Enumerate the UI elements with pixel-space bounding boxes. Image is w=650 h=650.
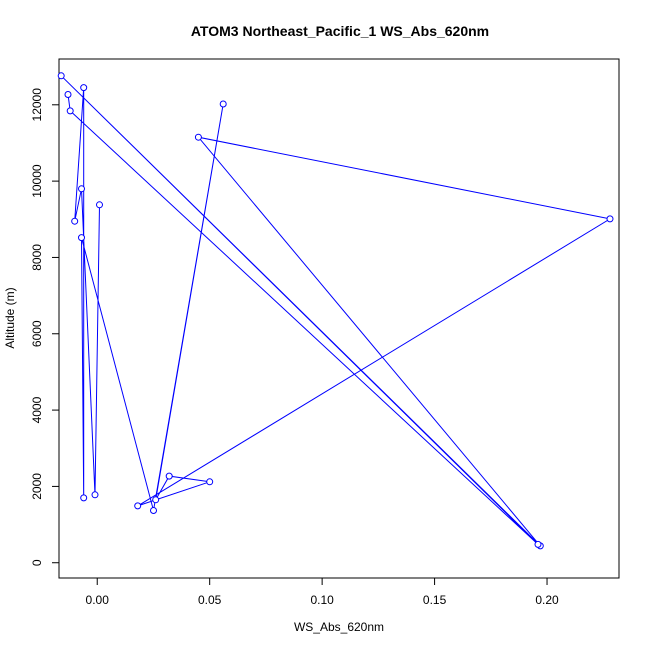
data-point <box>206 478 214 486</box>
y-tick-label: 4000 <box>30 396 44 423</box>
x-tick-label: 0.05 <box>198 593 222 607</box>
data-point <box>57 72 65 80</box>
data-point <box>152 496 160 504</box>
data-point <box>219 100 227 108</box>
data-point <box>64 91 72 98</box>
y-tick-label: 2000 <box>30 473 44 500</box>
data-point <box>606 215 614 223</box>
data-point <box>534 540 542 548</box>
data-point <box>78 234 85 242</box>
data-point <box>80 84 88 92</box>
y-axis: 0 2000 4000 6000 8000 10000 12000 <box>30 88 60 566</box>
x-tick-label: 0.10 <box>310 593 334 607</box>
data-point <box>194 133 202 141</box>
data-point <box>66 107 74 115</box>
chart-title: ATOM3 Northeast_Pacific_1 WS_Abs_620nm <box>191 23 489 39</box>
data-point <box>96 201 103 209</box>
data-point <box>91 491 99 499</box>
y-tick-label: 0 <box>30 559 44 566</box>
x-tick-label: 0.20 <box>535 593 559 607</box>
data-point <box>71 217 79 225</box>
x-tick-label: 0.15 <box>423 593 447 607</box>
data-point <box>150 507 157 514</box>
series-line <box>60 75 612 547</box>
y-axis-label: Altitude (m) <box>3 287 17 348</box>
series-points <box>57 72 614 550</box>
y-tick-label: 6000 <box>30 320 44 347</box>
data-point <box>165 472 173 480</box>
x-axis: 0.00 0.05 0.10 0.15 0.20 <box>86 577 559 607</box>
plot-area <box>57 72 614 550</box>
y-tick-label: 8000 <box>30 244 44 271</box>
x-axis-label: WS_Abs_620nm <box>294 620 384 634</box>
data-point <box>80 494 88 502</box>
x-tick-label: 0.00 <box>86 593 110 607</box>
y-tick-label: 10000 <box>30 164 44 198</box>
y-tick-label: 12000 <box>30 88 44 122</box>
data-point <box>134 502 142 510</box>
data-point <box>78 185 85 193</box>
